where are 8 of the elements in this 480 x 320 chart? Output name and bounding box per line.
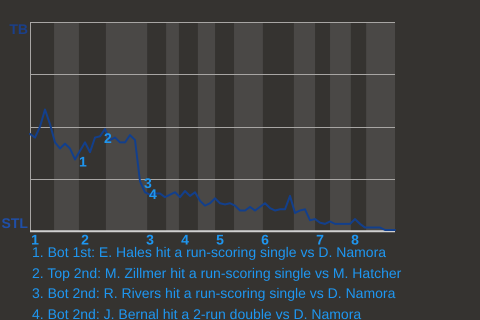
text: 2. Top 2nd: M. Zillmer hit a run-scoring single vs M. Hatcher [32, 264, 402, 280]
text: TB [9, 21, 28, 37]
text: 3. Bot 2nd: R. Rivers hit a run-scoring single vs D. Namora [32, 285, 396, 301]
annotation: 2 [104, 130, 112, 146]
annotation: 1 [79, 153, 87, 170]
annotation: 3 [144, 175, 152, 192]
text: STL [2, 215, 28, 232]
text: 4. Bot 2nd: J. Bernal hit a 2-run double vs D. Namora [32, 306, 362, 320]
